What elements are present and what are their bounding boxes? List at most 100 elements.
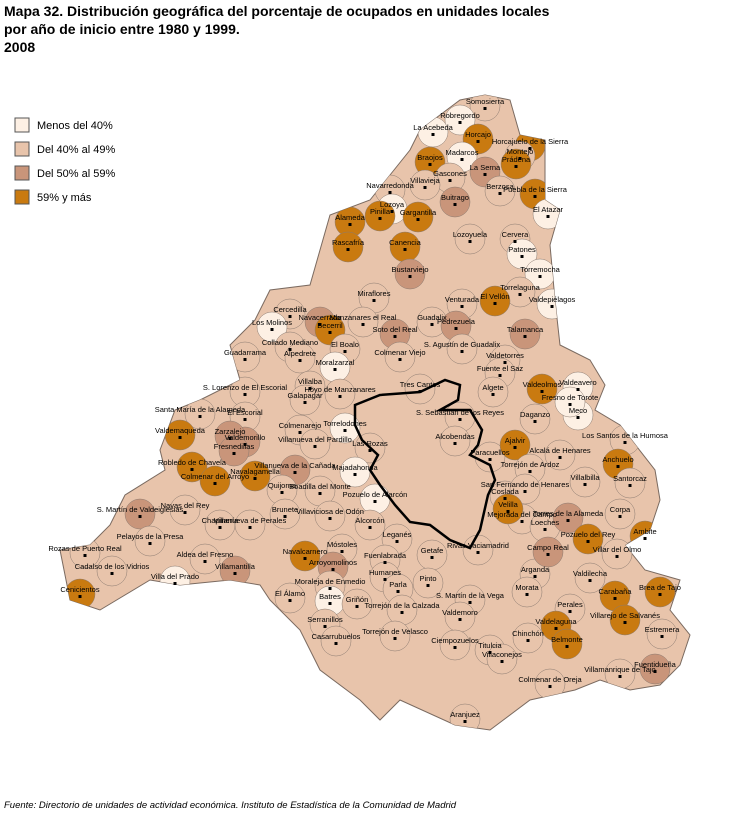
municipality-seat xyxy=(514,165,518,168)
municipality-name: Pedrezuela xyxy=(437,317,476,326)
municipality-seat xyxy=(546,215,550,218)
municipality-name: Valdeavero xyxy=(559,378,596,387)
municipality-area xyxy=(341,588,373,620)
municipality-area xyxy=(332,231,364,263)
municipality-seat xyxy=(458,418,462,421)
municipality-name: Chinchón xyxy=(512,629,544,638)
municipality-seat xyxy=(343,350,347,353)
municipality-name: Alcobendas xyxy=(435,432,474,441)
municipality-name: Paracuellos xyxy=(470,448,509,457)
municipality-seat xyxy=(178,436,182,439)
municipality-seat xyxy=(398,358,402,361)
municipality-name: Torres de la Alameda xyxy=(533,509,604,518)
title-line: 2008 xyxy=(4,39,35,55)
municipality-seat xyxy=(203,560,207,563)
municipality-seat xyxy=(390,210,394,213)
municipality-name: Pinto xyxy=(419,574,436,583)
municipality-name: Las Rozas xyxy=(352,439,388,448)
municipality-seat xyxy=(498,374,502,377)
municipality-area xyxy=(551,628,583,660)
municipality-name: Robregordo xyxy=(440,111,480,120)
municipality-area xyxy=(572,523,604,555)
municipality-seat xyxy=(248,526,252,529)
municipality-seat xyxy=(331,568,335,571)
municipality-seat xyxy=(458,618,462,621)
municipality-name: Fresno de Torote xyxy=(542,393,599,402)
municipality-name: Buitrago xyxy=(441,193,469,202)
title-line: Mapa 32. Distribución geográfica del por… xyxy=(4,3,550,19)
municipality-name: Ambite xyxy=(633,527,656,536)
municipality-name: Cercedilla xyxy=(273,305,307,314)
municipality-seat xyxy=(576,388,580,391)
municipality-name: Rascafría xyxy=(332,238,365,247)
municipality-seat xyxy=(378,217,382,220)
municipality-seat xyxy=(566,519,570,522)
municipality-name: Velilla xyxy=(498,500,518,509)
municipality-seat xyxy=(393,637,397,640)
municipality-name: Villanueva de la Cañada xyxy=(254,461,336,470)
municipality-seat xyxy=(528,470,532,473)
municipality-seat xyxy=(83,554,87,557)
municipality-name: Colmenar Viejo xyxy=(374,348,425,357)
municipality-seat xyxy=(353,473,357,476)
municipality-name: Humanes xyxy=(369,568,401,577)
municipality-area xyxy=(499,429,531,461)
municipality-seat xyxy=(396,590,400,593)
municipality-area xyxy=(454,223,486,255)
municipality-name: Patones xyxy=(508,245,536,254)
municipality-name: San Fernando de Henares xyxy=(481,480,570,489)
municipality-name: S. Sebastián de los Reyes xyxy=(416,408,504,417)
municipality-name: Horcajuelo de la Sierra xyxy=(492,137,569,146)
municipality-seat xyxy=(361,323,365,326)
municipality-area xyxy=(439,186,471,218)
municipality-name: Rivas Vaciamadrid xyxy=(447,541,509,550)
municipality-area xyxy=(320,625,352,657)
municipality-name: Navalcarnero xyxy=(283,547,328,556)
municipality-seat xyxy=(506,510,510,513)
municipality-area xyxy=(219,555,251,587)
municipality-seat xyxy=(372,299,376,302)
municipality-area xyxy=(444,104,476,136)
municipality-seat xyxy=(243,358,247,361)
municipality-name: S. Martín de la Vega xyxy=(436,591,505,600)
title-line: por año de inicio entre 1980 y 1999. xyxy=(4,21,240,37)
municipality-seat xyxy=(520,520,524,523)
municipality-seat xyxy=(565,645,569,648)
municipality-name: Santa María de la Alameda xyxy=(155,405,246,414)
municipality-name: Valdetorres xyxy=(486,351,524,360)
municipality-area xyxy=(569,466,601,498)
municipality-name: Montejo xyxy=(507,147,534,156)
municipality-area xyxy=(269,498,301,530)
municipality-seat xyxy=(430,323,434,326)
municipality-name: Casarrubuelos xyxy=(312,632,361,641)
municipality-area xyxy=(614,467,646,499)
municipality-name: Valdelaguna xyxy=(535,617,577,626)
municipality-seat xyxy=(283,515,287,518)
municipality-area xyxy=(189,543,221,575)
municipality-name: Lozoya xyxy=(380,200,405,209)
legend-swatch xyxy=(14,141,30,157)
municipality-name: Valdilecha xyxy=(573,569,608,578)
municipality-area xyxy=(299,428,331,460)
municipality-seat xyxy=(576,416,580,419)
municipality-area xyxy=(234,509,266,541)
municipality-name: Moraleja de Enmedio xyxy=(295,577,366,586)
municipality-area xyxy=(446,333,478,365)
municipality-seat xyxy=(623,441,627,444)
municipality-seat xyxy=(190,468,194,471)
municipality-name: Villamantilla xyxy=(215,562,256,571)
municipality-name: S. Lorenzo de El Escorial xyxy=(203,383,288,392)
municipality-name: Cervera xyxy=(502,230,530,239)
municipality-name: Villaconejos xyxy=(482,650,522,659)
municipality-seat xyxy=(318,323,322,326)
municipality-seat xyxy=(533,195,537,198)
municipality-seat xyxy=(618,515,622,518)
municipality-seat xyxy=(476,551,480,554)
municipality-seat xyxy=(558,456,562,459)
legend-swatch xyxy=(14,189,30,205)
municipality-area xyxy=(469,95,501,122)
municipality-seat xyxy=(554,627,558,630)
municipality-area xyxy=(534,668,566,700)
municipality-name: Colmenar de Oreja xyxy=(518,675,582,684)
municipality-seat xyxy=(343,429,347,432)
